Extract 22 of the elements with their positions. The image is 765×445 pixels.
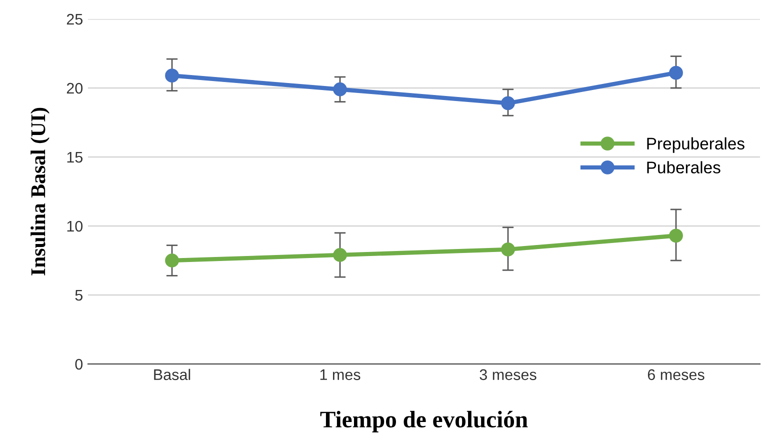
y-axis-title: Insulina Basal (UI) <box>30 108 50 276</box>
x-tick-label: 3 meses <box>480 369 536 380</box>
point <box>501 242 515 256</box>
point <box>669 228 683 243</box>
y-tick-label: 25 <box>66 14 82 25</box>
x-tick-label: Basal <box>154 368 190 380</box>
point <box>333 82 347 96</box>
x-axis-title: Tiempo de evolución <box>320 410 528 432</box>
y-tick-label: 20 <box>66 82 83 94</box>
y-tick-label: 10 <box>67 220 83 232</box>
legend-label: Prepuberales <box>647 137 744 153</box>
point <box>669 66 683 80</box>
point <box>333 248 347 262</box>
legend-label: Puberales <box>647 161 720 174</box>
y-tick-label: 5 <box>75 290 82 301</box>
y-tick-label: 0 <box>75 358 83 370</box>
point <box>165 68 179 83</box>
y-tick-label: 15 <box>67 152 82 163</box>
point <box>501 96 515 110</box>
point <box>165 254 179 268</box>
x-tick-label: 6 meses <box>648 369 704 380</box>
x-tick-label: 1 mes <box>320 369 360 380</box>
